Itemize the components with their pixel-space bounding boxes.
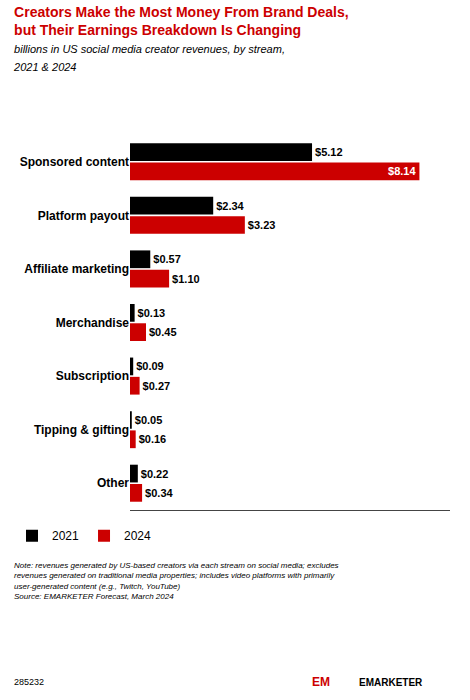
svg-text:$0.22: $0.22 — [141, 468, 169, 480]
svg-text:$8.14: $8.14 — [388, 165, 416, 177]
svg-text:$0.57: $0.57 — [153, 253, 181, 265]
svg-text:$0.45: $0.45 — [149, 326, 177, 338]
svg-text:Other: Other — [97, 476, 129, 490]
svg-text:Tipping & gifting: Tipping & gifting — [34, 423, 129, 437]
svg-text:Platform payout: Platform payout — [38, 209, 129, 223]
svg-text:$5.12: $5.12 — [315, 146, 343, 158]
svg-text:Merchandise: Merchandise — [56, 316, 130, 330]
svg-text:EMARKETER: EMARKETER — [359, 677, 423, 688]
svg-text:$0.09: $0.09 — [136, 360, 164, 372]
svg-text:Creators Make the Most Money F: Creators Make the Most Money From Brand … — [13, 4, 349, 74]
svg-text:$0.27: $0.27 — [143, 380, 171, 392]
svg-text:$2.34: $2.34 — [216, 200, 244, 212]
svg-text:$0.34: $0.34 — [145, 487, 173, 499]
svg-text:Affiliate marketing: Affiliate marketing — [24, 262, 129, 276]
svg-text:2021: 2021 — [52, 529, 79, 543]
svg-text:$0.05: $0.05 — [135, 414, 163, 426]
svg-text:285232: 285232 — [14, 677, 44, 687]
svg-text:$0.13: $0.13 — [138, 307, 166, 319]
svg-text:$0.16: $0.16 — [139, 433, 167, 445]
svg-text:$3.23: $3.23 — [248, 219, 276, 231]
svg-text:Sponsored content: Sponsored content — [20, 155, 129, 169]
svg-text:EM: EM — [312, 675, 330, 689]
svg-text:2024: 2024 — [124, 529, 151, 543]
svg-text:Subscription: Subscription — [56, 369, 129, 383]
svg-text:Note: revenues generated by US: Note: revenues generated by US-based cre… — [14, 561, 339, 601]
svg-text:$1.10: $1.10 — [172, 273, 200, 285]
